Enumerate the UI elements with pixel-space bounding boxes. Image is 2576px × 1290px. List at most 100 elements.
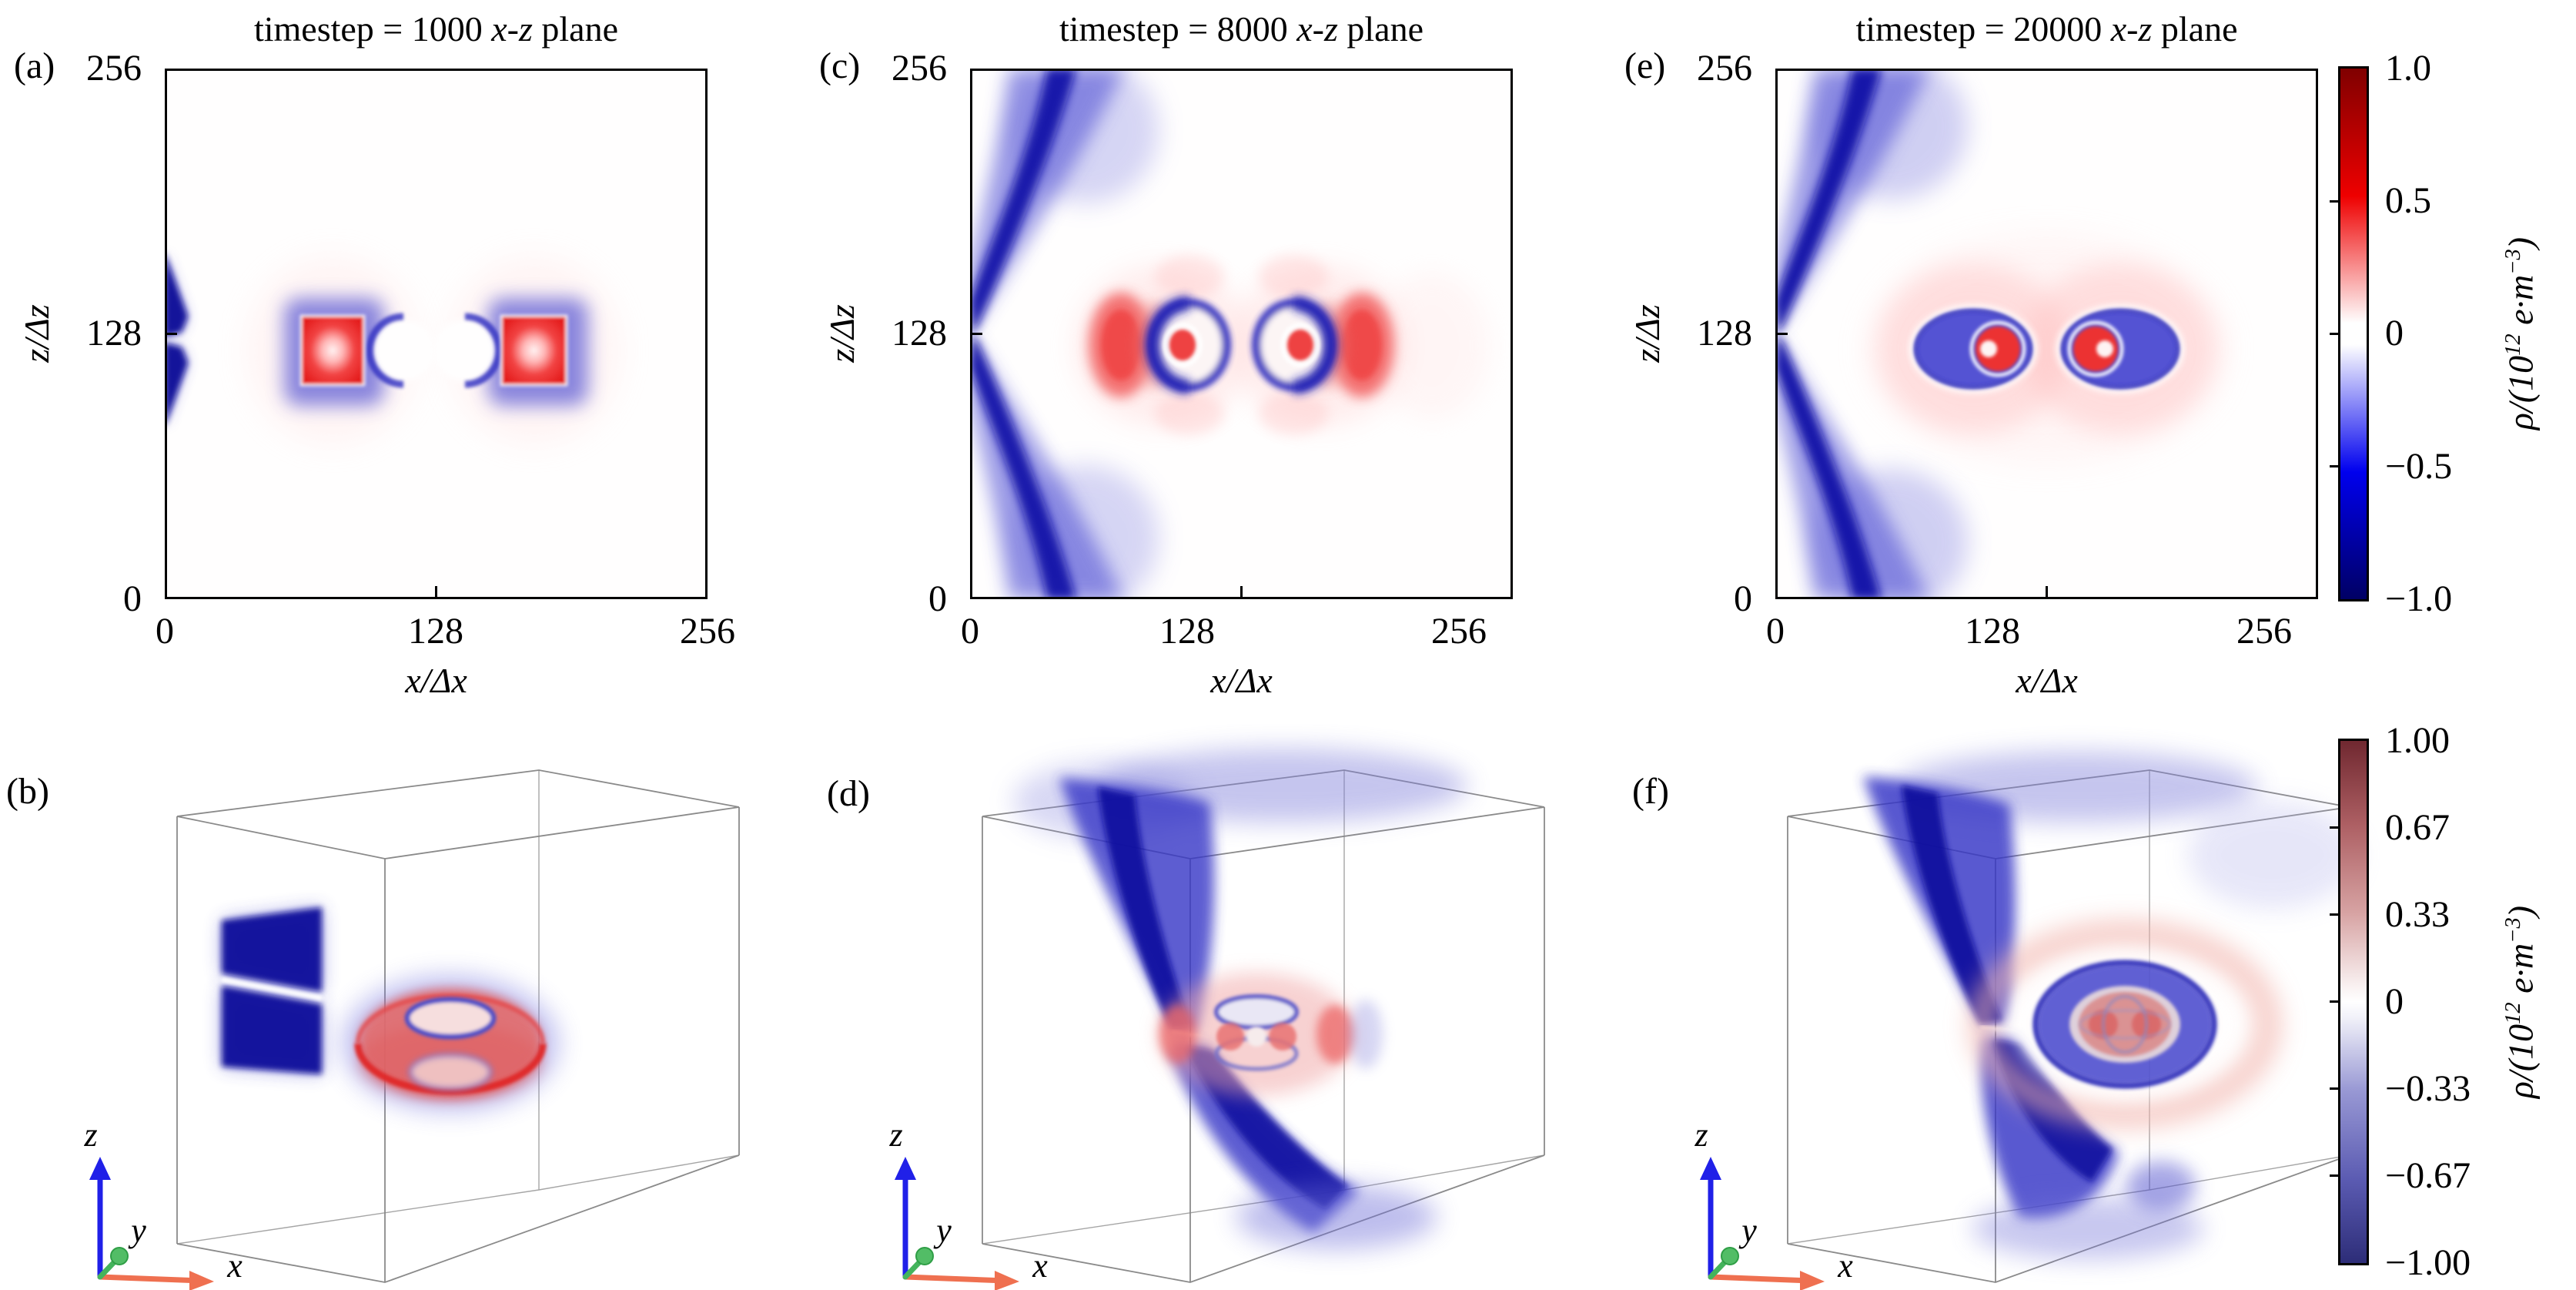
panel-a-xtick-128: 128 (408, 611, 463, 652)
panel-a-ytick-128: 128 (86, 313, 142, 353)
colorbar-bottom-tickmark-067 (2330, 826, 2340, 829)
vortex-eye-right (2056, 304, 2185, 394)
y-axis-stub (1708, 1258, 1729, 1280)
colorbar-bottom-tick-4: 0 (2385, 981, 2404, 1022)
panel-e-title-suffix: plane (2152, 9, 2238, 49)
panel-e-xlabel: x/Δx (2016, 661, 2078, 700)
panel-c-title-suffix: plane (1337, 9, 1424, 49)
electron-slabs (221, 907, 323, 1074)
panel-a-heatmap (165, 69, 708, 599)
colorbar-bottom-tick-7: −1.00 (2385, 1242, 2471, 1283)
colorbar-bottom-tick-3: 0.33 (2385, 894, 2450, 935)
colorbar-top-tick-1: 1.0 (2385, 48, 2431, 89)
z-axis-label: z (83, 1116, 97, 1154)
colorbar-bottom-tickmark-033 (2330, 913, 2340, 916)
x-axis-arrowhead (995, 1271, 1019, 1290)
panel-c-ytick-256: 256 (892, 48, 947, 89)
panel-e-ytick-128: 128 (1697, 313, 1752, 353)
z-axis-arrowhead (89, 1157, 111, 1180)
colorbar-top-tickmark-neg05 (2330, 465, 2340, 467)
colorbar-bottom-tick-5: −0.33 (2385, 1068, 2471, 1109)
x-axis-arrow (97, 1274, 203, 1284)
axes-triad: z y x (888, 1116, 1048, 1290)
ring-structure-left (1089, 255, 1231, 435)
panel-b-label: (b) (6, 771, 49, 812)
panel-a-title-prefix: timestep = 1000 (253, 9, 492, 49)
cube-wireframe (176, 769, 740, 1283)
ion-ring-concentric (1969, 921, 2280, 1127)
electron-funnel (970, 69, 1159, 599)
panel-c-xtick-0: 0 (961, 611, 979, 652)
panel-a-title: timestep = 1000 x-z plane (165, 9, 708, 49)
z-axis-arrowhead (895, 1157, 916, 1180)
colorbar-bottom-tickmark-neg033 (2330, 1087, 2340, 1090)
colorbar-top-label: ρ/(1012 e·m−3) (2501, 236, 2541, 431)
colorbar-top-tickmark-05 (2330, 200, 2340, 203)
y-axis-ball (915, 1247, 934, 1265)
panel-a-xlabel: x/Δx (405, 661, 467, 700)
panel-c-xtick-256: 256 (1431, 611, 1487, 652)
y-axis-ball (1721, 1247, 1739, 1265)
y-axis-stub (902, 1258, 924, 1280)
panel-a-ytick-256: 256 (86, 48, 142, 89)
panel-a-title-suffix: plane (532, 9, 619, 49)
panel-a-xtick-0: 0 (156, 611, 174, 652)
panel-c-ytick-0: 0 (928, 578, 947, 619)
x-axis-label: x (1837, 1247, 1853, 1285)
ion-torus-diffuse (1158, 973, 1383, 1096)
z-axis-label: z (1694, 1116, 1708, 1154)
colorbar-bottom-tick-1: 1.00 (2385, 720, 2450, 761)
panel-e-xtick-0: 0 (1766, 611, 1785, 652)
colorbar-bottom-tick-2: 0.67 (2385, 807, 2450, 848)
z-axis-label: z (888, 1116, 902, 1154)
colorbar-top-tick-3: 0 (2385, 313, 2404, 353)
y-axis-label: y (933, 1211, 952, 1249)
colorbar-bottom-label: ρ/(1012 e·m−3) (2501, 905, 2541, 1099)
colorbar-bottom-tick-6: −0.67 (2385, 1155, 2471, 1196)
panel-e-title-math: x-z (2110, 9, 2153, 49)
panel-a-ytick-0: 0 (123, 578, 142, 619)
ring-structure-right (1252, 255, 1394, 435)
x-axis-arrowhead (189, 1271, 214, 1290)
z-axis-arrowhead (1700, 1157, 1721, 1180)
panel-c-ylabel: z/Δz (822, 304, 861, 363)
panel-e-xtick-128: 128 (1965, 611, 2020, 652)
colorbar-bottom-tickmark-0 (2330, 1000, 2340, 1003)
panel-a-label: (a) (14, 45, 55, 86)
panel-e-ylabel: z/Δz (1628, 304, 1667, 363)
colorbar-top-tickmark-0 (2330, 333, 2340, 335)
panel-e-frame (1775, 69, 2318, 599)
ion-core-left (284, 298, 434, 406)
panel-c-title-prefix: timestep = 8000 (1059, 9, 1297, 49)
panel-c-heatmap (970, 69, 1513, 599)
colorbar-top (2338, 66, 2369, 601)
panel-e-title-prefix: timestep = 20000 (1855, 9, 2111, 49)
panel-a-frame (165, 69, 708, 599)
axes-triad: z y x (1694, 1116, 1853, 1290)
panel-c-ytick-128: 128 (892, 313, 947, 353)
x-axis-arrowhead (1800, 1271, 1825, 1290)
panel-c-title: timestep = 8000 x-z plane (970, 9, 1513, 49)
ion-core-right (434, 298, 588, 406)
panel-c-label: (c) (819, 45, 861, 86)
electron-funnel (1775, 69, 1968, 599)
panel-e-ytick-256: 256 (1697, 48, 1752, 89)
y-axis-label: y (1738, 1211, 1757, 1249)
y-axis-ball (110, 1247, 129, 1265)
panel-e-heatmap (1775, 69, 2318, 599)
panel-c-title-math: x-z (1296, 9, 1338, 49)
ion-torus (343, 976, 558, 1111)
panel-e-title: timestep = 20000 x-z plane (1775, 9, 2318, 49)
y-axis-stub (97, 1258, 119, 1280)
electron-bowtie (165, 252, 188, 427)
y-axis-label: y (128, 1211, 146, 1249)
panel-a-title-math: x-z (491, 9, 533, 49)
x-axis-label: x (1032, 1247, 1048, 1285)
x-axis-arrow (1708, 1274, 1814, 1284)
x-axis-label: x (226, 1247, 243, 1285)
panel-c-frame (970, 69, 1513, 599)
panel-a-ylabel: z/Δz (17, 304, 56, 363)
vortex-eye-left (1909, 304, 2038, 394)
colorbar-bottom-tickmark-neg067 (2330, 1174, 2340, 1177)
colorbar-bottom (2338, 739, 2369, 1265)
